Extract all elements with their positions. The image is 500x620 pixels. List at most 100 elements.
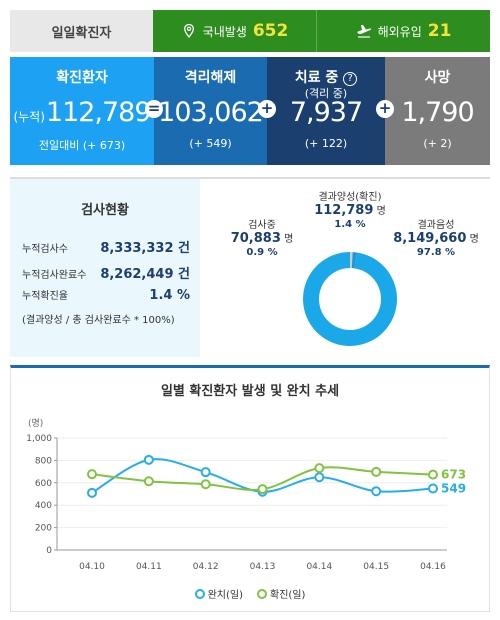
test-row-value: 8,333,332 건	[100, 241, 190, 256]
y-tick-label: 0	[46, 546, 52, 556]
negative-unit: 명	[469, 234, 479, 245]
negative-value: 8,149,660	[393, 231, 467, 246]
positive-unit: 명	[376, 206, 386, 217]
test-row-label: 누적검사수	[22, 244, 68, 255]
released-box: 격리해제 103,062 (+ 549)	[154, 57, 267, 165]
negative-label-group: 결과음성 8,149,660 명 97.8 %	[386, 219, 486, 259]
data-point	[143, 476, 154, 487]
treating-diff: (+ 122)	[304, 137, 348, 150]
data-point	[371, 466, 382, 477]
test-note: (결과양성 / 총 검사완료수 * 100%)	[22, 315, 175, 326]
testing-label: 검사중	[248, 220, 276, 231]
confirmed-label: 확진환자	[56, 70, 108, 86]
data-point	[257, 484, 268, 495]
series-end-label: 673	[441, 468, 466, 482]
treating-label: 치료 중 ?	[267, 67, 385, 87]
positive-pct: 1.4 %	[334, 219, 366, 230]
test-row-value: 1.4 %	[149, 288, 190, 303]
imported-value: 21	[427, 21, 452, 41]
treating-box: 치료 중 ? (격리 중) 7,937 (+ 122)	[267, 57, 385, 165]
deaths-value: 1,790	[401, 97, 474, 128]
negative-pct: 97.8 %	[416, 247, 456, 258]
data-point	[428, 483, 438, 494]
treating-label-text: 치료 중	[294, 70, 339, 86]
positive-label-group: 결과양성(확진) 112,789 명 1.4 %	[300, 191, 400, 231]
domestic-cases: 국내발생 652	[153, 10, 317, 52]
positive-label: 결과양성(확진)	[318, 192, 382, 203]
confirmed-prefix: (누적)	[13, 110, 45, 124]
plus-operator: +	[376, 100, 394, 118]
legend-marker	[194, 589, 205, 599]
x-tick-label: 04.14	[306, 562, 332, 572]
legend-item[interactable]: 확진(일)	[257, 586, 305, 601]
x-tick-label: 04.16	[420, 562, 446, 572]
legend-label: 확진(일)	[270, 590, 306, 601]
y-axis-label: (명)	[28, 418, 43, 429]
test-row-label: 누적확진율	[22, 291, 68, 302]
treating-sub: (격리 중)	[304, 87, 348, 100]
test-row-value: 8,262,449 건	[100, 267, 190, 282]
test-row: 누적검사수 8,333,332 건	[22, 237, 190, 256]
series-end-label: 549	[441, 482, 466, 496]
status-summary: 확진환자 (누적)112,789 전일대비 (+ 673) 격리해제 103,0…	[10, 57, 490, 165]
data-point	[200, 467, 211, 478]
test-result-donut	[303, 252, 397, 346]
test-summary: 검사현황 누적검사수 8,333,332 건 누적검사완료수 8,262,449…	[10, 179, 200, 357]
x-tick-label: 04.11	[136, 562, 162, 572]
donut-slice-negative	[303, 252, 397, 346]
test-donut-panel: 결과양성(확진) 112,789 명 1.4 % 검사중 70,883 명 0.…	[200, 179, 490, 357]
data-point	[314, 463, 325, 474]
x-tick-label: 04.12	[193, 562, 219, 572]
daily-cases-title: 일일확진자	[10, 10, 153, 52]
testing-pct: 0.9 %	[246, 247, 278, 258]
data-point	[200, 479, 211, 490]
imported-cases: 해외유입 21	[317, 10, 490, 52]
testing-value: 70,883	[230, 231, 281, 246]
confirmed-box: 확진환자 (누적)112,789 전일대비 (+ 673)	[10, 57, 154, 165]
y-tick-label: 400	[35, 501, 52, 511]
daily-cases-bar: 일일확진자 국내발생 652 해외유입 21	[10, 10, 490, 52]
y-tick-label: 200	[35, 524, 52, 534]
confirmed-number: 112,789	[45, 97, 152, 128]
chart-legend: 완치(일) 확진(일)	[11, 586, 489, 601]
trend-line-chart: (명) 0 200 400 600 800 1,000 04.10 04.11 04.12 04.1…	[26, 418, 466, 572]
help-icon[interactable]: ?	[343, 72, 358, 86]
trend-chart-panel: 일별 확진환자 발생 및 완치 추세 (명) 0 200 400 600 800 1,000…	[10, 365, 490, 612]
imported-label: 해외유입	[377, 24, 422, 39]
testing-unit: 명	[284, 234, 294, 245]
released-diff: (+ 549)	[189, 137, 232, 150]
data-point	[87, 469, 97, 480]
released-label: 격리해제	[184, 70, 237, 86]
y-tick-label: 800	[35, 456, 52, 466]
legend-marker	[257, 589, 267, 599]
test-row-label: 누적검사완료수	[22, 270, 87, 281]
legend-label: 완치(일)	[207, 590, 243, 601]
domestic-value: 652	[252, 21, 289, 41]
treating-value: 7,937	[289, 97, 363, 128]
test-title: 검사현황	[81, 203, 129, 218]
data-point	[143, 454, 154, 465]
positive-value: 112,789	[314, 203, 374, 218]
confirmed-diff: 전일대비 (+ 673)	[38, 139, 126, 152]
map-pin-icon	[183, 23, 194, 39]
y-tick-label: 1,000	[26, 434, 52, 444]
test-row: 누적검사완료수 8,262,449 건	[22, 263, 190, 282]
confirmed-value: (누적)112,789	[10, 97, 154, 128]
negative-label: 결과음성	[417, 220, 455, 231]
airplane-icon	[356, 25, 371, 38]
test-row: 누적확진율 1.4 %	[22, 287, 190, 303]
deaths-label: 사망	[424, 70, 451, 86]
x-tick-label: 04.13	[250, 562, 276, 572]
legend-item[interactable]: 완치(일)	[194, 586, 243, 601]
domestic-label: 국내발생	[202, 24, 247, 39]
data-point	[428, 469, 438, 480]
x-tick-label: 04.15	[363, 562, 389, 572]
data-point	[371, 486, 382, 497]
testing-label-group: 검사중 70,883 명 0.9 %	[222, 219, 302, 259]
plus-operator: +	[258, 100, 276, 118]
chart-title: 일별 확진환자 발생 및 완치 추세	[160, 384, 340, 399]
data-point	[314, 472, 325, 483]
x-tick-label: 04.10	[79, 562, 105, 572]
deaths-box: 사망 1,790 (+ 2)	[385, 57, 490, 165]
y-tick-label: 600	[35, 479, 52, 489]
